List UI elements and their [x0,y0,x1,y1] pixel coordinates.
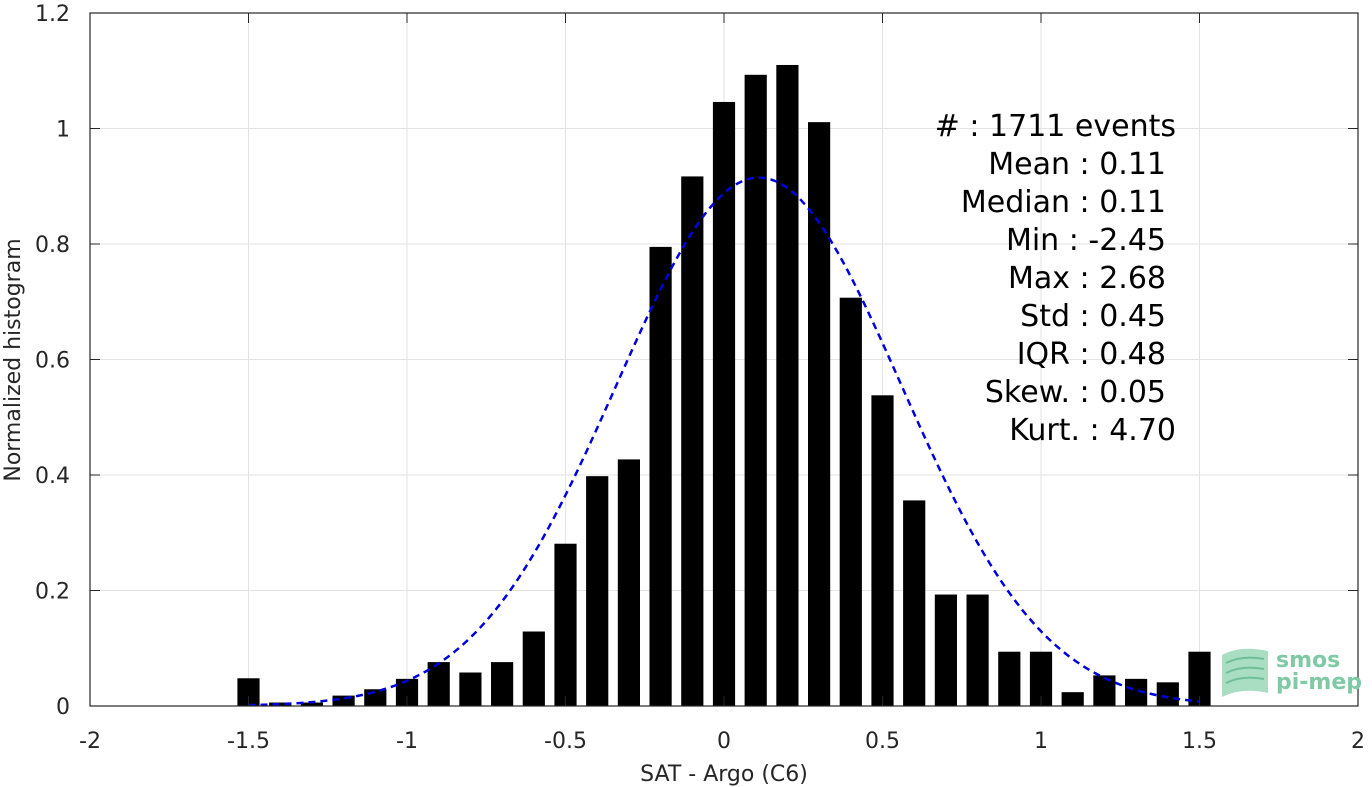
histogram-bar [1093,675,1116,706]
histogram-bar [300,702,323,706]
stats-line: # : 1711 events [935,109,1176,144]
x-tick-label: 0 [717,729,731,754]
y-tick-label: 0.8 [35,233,70,258]
y-tick-label: 0 [56,695,70,720]
x-tick-label: -0.5 [544,729,587,754]
histogram-bar [395,678,419,706]
histogram-bar [966,594,989,706]
stats-line: Max : 2.68 [1008,261,1166,296]
histogram-bar [617,459,640,706]
x-tick-labels: -2 -1.5 -1 -0.5 0 0.5 1 1.5 2 [79,729,1365,754]
stats-line: Kurt. : 4.70 [1009,413,1176,448]
stats-line: Median : 0.11 [961,185,1166,220]
y-tick-label: 0.4 [35,464,70,489]
histogram-bar [839,297,862,706]
histogram-bar [649,246,672,706]
x-tick-label: 1 [1034,729,1048,754]
histogram-bar [332,695,355,706]
y-tick-label: 0.2 [35,580,70,605]
y-tick-label: 0.6 [35,349,70,374]
normal-fit-curve [248,176,1200,707]
y-tick-label: 1.2 [35,2,70,27]
histogram-bar [776,64,799,707]
histogram-bar [1156,682,1179,706]
x-tick-label: 0.5 [865,729,900,754]
histogram-bar [459,672,482,706]
histogram-bar [1061,692,1084,706]
y-tick-labels: 0 0.2 0.4 0.6 0.8 1 1.2 [35,2,70,720]
histogram-bar [903,500,926,706]
histogram-bar [427,662,450,706]
histogram-bar [491,662,514,706]
stats-line: Mean : 0.11 [988,147,1166,182]
histogram-bar [364,689,387,706]
smos-pimep-logo: smos pi-mep [1222,648,1362,697]
histogram-bar [998,651,1021,706]
histogram-bar [744,74,767,707]
histogram-bar [586,476,609,706]
histogram-bar [269,702,292,706]
x-tick-label: -1 [396,729,418,754]
y-axis-label: Normalized histogram [1,238,26,481]
stats-line: Skew. : 0.05 [985,375,1166,410]
histogram-bar [1188,651,1211,706]
histogram-bar [712,101,736,706]
histogram-bar [1029,651,1053,706]
stats-line: IQR : 0.48 [1017,337,1166,372]
histogram-bar [237,678,260,706]
x-tick-label: -2 [79,729,101,754]
stats-line: Min : -2.45 [1006,223,1166,258]
histogram-bar [871,395,894,706]
axis-ticks [89,12,1359,707]
histogram-bar [1125,678,1148,706]
histogram-bar [934,594,957,706]
logo-text-line1: smos [1276,648,1340,673]
histogram-bars [237,64,1211,707]
histogram-bar [554,543,577,706]
histogram-bar [808,122,831,706]
logo-text-line2: pi-mep [1276,670,1362,695]
x-axis-label: SAT - Argo (C6) [640,762,808,787]
x-tick-label: 1.5 [1182,729,1217,754]
x-tick-label: 2 [1351,729,1365,754]
x-tick-label: -1.5 [227,729,270,754]
histogram-bar [522,631,545,706]
y-tick-label: 1 [56,118,70,143]
histogram-bar [681,176,704,706]
logo-wave-icon [1222,648,1268,697]
stats-line: Std : 0.45 [1020,299,1166,334]
